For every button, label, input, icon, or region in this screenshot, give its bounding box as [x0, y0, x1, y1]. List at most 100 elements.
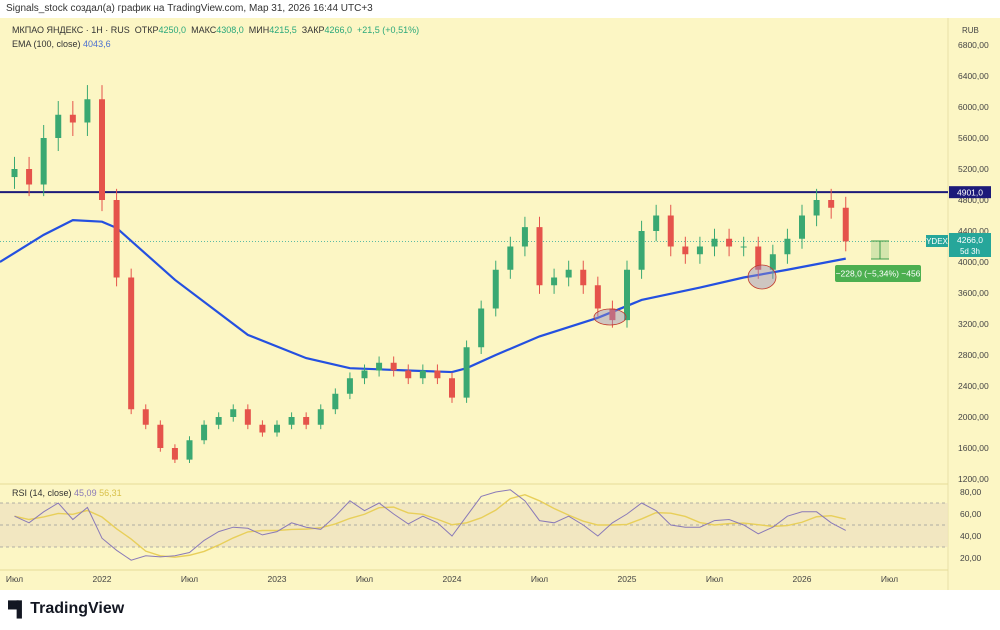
rsi-tick-label: 80,00 — [960, 487, 982, 497]
author-credit: Signals_stock создал(а) график на Tradin… — [6, 3, 373, 14]
candle — [478, 308, 485, 348]
low-label: МИН — [248, 25, 270, 35]
time-tick-label: 2024 — [443, 574, 462, 584]
currency-label: RUB — [962, 26, 979, 35]
candle — [667, 215, 674, 247]
candle — [419, 370, 426, 379]
rsi-tick-label: 40,00 — [960, 531, 982, 541]
candle — [40, 138, 47, 185]
candle — [244, 409, 251, 425]
candle — [99, 99, 105, 200]
candle — [507, 246, 514, 270]
rsi-legend: RSI (14, close) 45,09 56,31 — [12, 488, 122, 498]
ticker-badge — [926, 235, 948, 247]
candle — [492, 269, 499, 309]
low-value: 4215,5 — [269, 25, 297, 35]
price-tick-label: 4400,00 — [958, 226, 989, 236]
price-tick-label: 1200,00 — [958, 474, 989, 484]
candle — [376, 362, 383, 371]
level-price-badge — [949, 186, 991, 199]
candle — [84, 99, 91, 123]
rsi-value: 45,09 — [74, 488, 97, 498]
candle — [157, 424, 164, 448]
price-tick-label: 4800,00 — [958, 195, 989, 205]
measure-label: −228,0 (−5,34%) −456 — [836, 269, 921, 279]
candle — [332, 393, 339, 410]
candle — [594, 285, 601, 309]
candle — [113, 200, 120, 278]
open-label: ОТКР — [134, 25, 159, 35]
candle — [390, 362, 397, 371]
candle — [449, 378, 455, 398]
annotation-ellipse — [747, 264, 777, 290]
tradingview-logo[interactable]: ▀▌ TradingView — [8, 600, 124, 618]
rsi-ma-value: 56,31 — [99, 488, 122, 498]
candle — [186, 440, 193, 460]
price-tick-label: 3600,00 — [958, 288, 989, 298]
high-label: МАКС — [191, 25, 217, 35]
candle — [259, 424, 266, 433]
time-tick-label: 2026 — [793, 574, 812, 584]
candle — [624, 269, 630, 321]
candle — [653, 215, 660, 231]
candle — [740, 246, 747, 248]
symbol-legend: МКПАО ЯНДЕКС · 1H · RUS ОТКР4250,0 МАКС4… — [12, 23, 419, 51]
candle — [215, 417, 222, 425]
chart-panel[interactable] — [0, 18, 1000, 590]
ticker-label: YDEX — [926, 237, 948, 246]
price-tick-label: 6400,00 — [958, 71, 989, 81]
time-tick-label: 2025 — [618, 574, 637, 584]
time-tick-label: Июл — [356, 574, 373, 584]
tradingview-logo-icon: ▀▌ — [8, 600, 27, 618]
candle — [274, 424, 280, 433]
candle — [784, 238, 791, 255]
annotation-ellipse — [593, 308, 627, 326]
candle — [405, 370, 412, 379]
candle — [769, 254, 776, 270]
candle — [565, 269, 572, 278]
candle — [799, 215, 805, 239]
price-tick-label: 5200,00 — [958, 164, 989, 174]
price-tick-label: 6800,00 — [958, 40, 989, 50]
candle — [463, 347, 470, 398]
bar-countdown: 5d 3h — [960, 247, 980, 256]
candle — [346, 378, 353, 394]
last-price-badge — [949, 233, 991, 257]
price-tick-label: 3200,00 — [958, 319, 989, 329]
price-tick-label: 5600,00 — [958, 133, 989, 143]
price-tick-label: 2400,00 — [958, 381, 989, 391]
close-value: 4266,0 — [324, 25, 353, 35]
candle — [26, 169, 33, 185]
candle — [230, 409, 237, 417]
rsi-line — [14, 489, 846, 561]
candle — [303, 417, 310, 425]
high-value: 4308,0 — [216, 25, 244, 35]
candle — [434, 370, 441, 379]
candle — [536, 227, 543, 286]
open-value: 4250,0 — [158, 25, 187, 35]
time-tick-label: Июл — [181, 574, 198, 584]
price-tick-label: 2800,00 — [958, 350, 989, 360]
candle — [171, 448, 178, 460]
candle — [69, 114, 76, 123]
time-tick-label: Июл — [531, 574, 548, 584]
candle — [580, 269, 587, 286]
ema-line — [0, 219, 846, 374]
candle — [142, 409, 149, 425]
candle — [638, 231, 645, 270]
ema-label[interactable]: EMA (100, close) — [12, 39, 81, 49]
candle — [361, 370, 368, 379]
candle — [696, 246, 703, 255]
candle — [828, 200, 835, 208]
candle — [288, 417, 295, 425]
rsi-label[interactable]: RSI (14, close) — [12, 488, 72, 498]
candle — [711, 238, 718, 247]
measure-label-box — [835, 265, 921, 282]
candle — [11, 169, 18, 178]
price-tick-label: 1600,00 — [958, 443, 989, 453]
time-tick-label: 2022 — [93, 574, 112, 584]
symbol-name[interactable]: МКПАО ЯНДЕКС · 1H · RUS — [12, 25, 130, 35]
candle — [609, 308, 616, 321]
